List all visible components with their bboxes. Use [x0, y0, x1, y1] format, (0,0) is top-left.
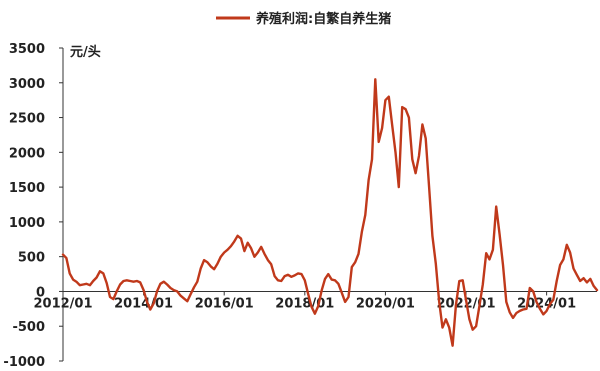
legend-label: 养殖利润:自繁自养生猪 [255, 11, 391, 27]
y-axis-ticks: 3500 3000 2500 2000 1500 1000 500 0 -500 -1000 [3, 42, 63, 370]
y-tick-label: 3500 [9, 42, 45, 57]
y-tick-label: 2500 [9, 112, 45, 127]
y-axis-unit-label: 元/头 [70, 44, 101, 60]
y-tick-label: -1000 [3, 355, 45, 370]
y-tick-label: 1500 [9, 181, 45, 196]
series-line [61, 78, 599, 347]
y-tick-label: 0 [36, 285, 45, 300]
x-tick-label: 2012/01 [33, 296, 92, 311]
x-tick-label: 2016/01 [195, 296, 254, 311]
x-tick-label: 2024/01 [517, 296, 576, 311]
y-tick-label: 3000 [9, 77, 45, 92]
axes [62, 48, 597, 361]
x-tick-label: 2020/01 [356, 296, 415, 311]
x-tick-label: 2014/01 [114, 296, 173, 311]
y-tick-label: -500 [12, 320, 45, 335]
y-tick-label: 1000 [9, 216, 45, 231]
x-tick-label: 2018/01 [275, 296, 334, 311]
legend: 养殖利润:自繁自养生猪 [216, 11, 391, 27]
y-tick-label: 2000 [9, 146, 45, 161]
y-tick-label: 500 [18, 251, 45, 266]
